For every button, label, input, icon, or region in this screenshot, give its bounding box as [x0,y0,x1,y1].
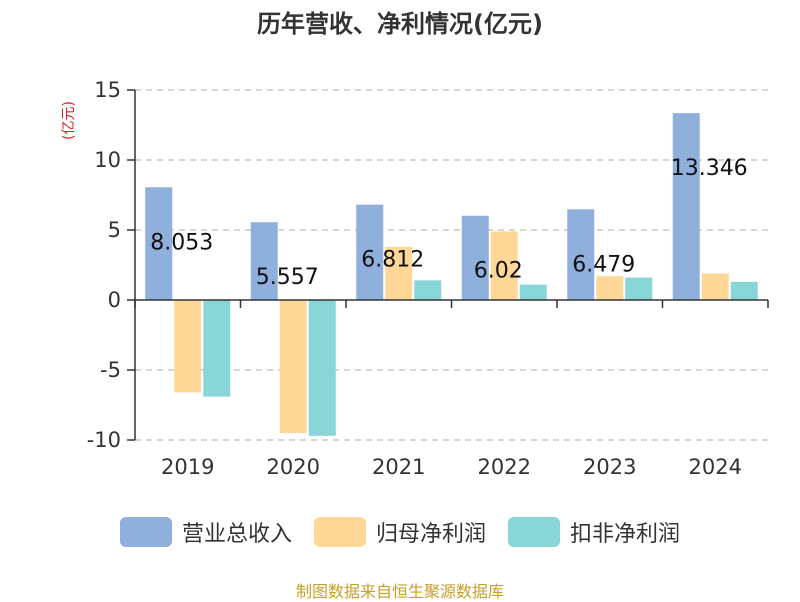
bar-2022-series-0 [461,215,489,300]
legend-label-0: 营业总收入 [181,522,292,547]
y-tick-label-3: 0 [108,288,121,312]
chart-title: 历年营收、净利情况(亿元) [257,10,543,38]
x-tick-label-2: 2021 [372,455,425,479]
data-label-2021: 6.812 [361,248,424,273]
legend-item-0[interactable]: 营业总收入 [119,516,292,548]
x-tick-label-0: 2019 [161,455,214,479]
bar-2019-series-1 [174,300,202,393]
legend-item-1[interactable]: 归母净利润 [313,516,486,548]
x-tick-label-4: 2023 [583,455,636,479]
y-tick-label-0: 15 [94,78,121,102]
legend-label-2: 扣非净利润 [570,522,681,547]
legend-swatch-0 [119,517,172,547]
data-label-2020: 5.557 [256,265,319,290]
bar-2020-series-0 [250,222,278,300]
legend-swatch-1 [313,517,366,547]
bar-2024-series-2 [730,281,758,300]
y-tick-label-4: -5 [100,358,121,382]
bar-2023-series-1 [596,276,624,300]
x-tick-label-1: 2020 [267,455,320,479]
y-tick-label-5: -10 [87,428,121,452]
bar-2022-series-2 [519,284,547,300]
bar-2020-series-1 [279,300,307,433]
bar-2023-series-2 [625,277,653,300]
bar-2024-series-1 [701,273,729,300]
data-label-2024: 13.346 [671,156,748,181]
data-label-2022: 6.02 [474,259,523,284]
bar-2021-series-0 [356,204,384,300]
bar-2020-series-2 [308,300,336,436]
legend-label-1: 归母净利润 [375,522,486,547]
data-labels: 8.053 5.557 6.812 6.02 6.479 13.346 [150,156,747,290]
bar-2021-series-2 [414,280,442,300]
y-tick-label-2: 5 [108,218,121,242]
x-tick-label-3: 2022 [478,455,531,479]
bar-2019-series-2 [203,300,231,397]
legend: 营业总收入 归母净利润 扣非净利润 [0,516,800,548]
bar-2024-series-0 [672,113,700,300]
bars [145,113,758,436]
bar-2019-series-0 [145,187,173,300]
bar-2022-series-1 [490,231,518,300]
legend-swatch-2 [508,517,560,547]
x-tick-label-5: 2024 [689,455,742,479]
bar-2023-series-0 [567,209,595,300]
axes: 15 10 5 0 -5 -10 2019 2020 2021 2022 2023 2024 [87,78,769,479]
data-label-2023: 6.479 [572,252,635,277]
legend-item-2[interactable]: 扣非净利润 [508,516,680,548]
data-label-2019: 8.053 [150,230,213,255]
bar-2021-series-1 [385,246,413,300]
data-source-note: 制图数据来自恒生聚源数据库 [295,582,504,601]
y-tick-label-1: 10 [94,148,121,172]
